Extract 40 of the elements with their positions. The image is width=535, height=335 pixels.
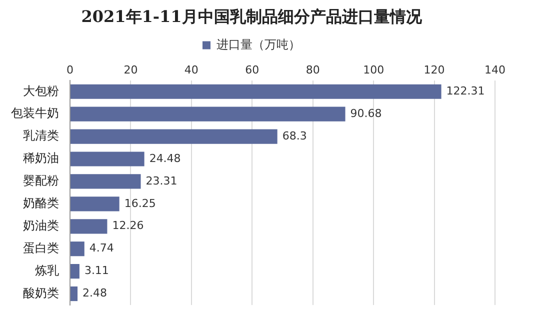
bar <box>70 84 442 99</box>
bar <box>70 286 78 302</box>
x-tick-label: 80 <box>306 64 320 77</box>
chart-title: 2021年1-11月中国乳制品细分产品进口量情况 <box>81 6 423 26</box>
bar <box>70 242 84 256</box>
y-tick-label: 稀奶油 <box>23 151 59 166</box>
x-tick-label: 20 <box>124 64 138 77</box>
y-tick-label: 酸奶类 <box>23 286 59 300</box>
y-tick-label: 奶酪类 <box>23 196 59 210</box>
data-label: 23.31 <box>146 174 178 188</box>
x-tick-label: 140 <box>484 64 506 77</box>
y-tick-label: 大包粉 <box>23 84 59 98</box>
data-label: 24.48 <box>149 152 181 165</box>
data-label: 2.48 <box>82 286 108 300</box>
data-label: 68.3 <box>282 129 307 142</box>
x-tick-label: 120 <box>424 64 445 77</box>
legend-label: 进口量（万吨） <box>216 37 300 52</box>
y-tick-label: 奶油类 <box>23 218 59 233</box>
x-tick-label: 100 <box>363 64 384 77</box>
bar <box>70 219 108 234</box>
bar <box>70 129 278 144</box>
y-tick-label: 蛋白类 <box>23 240 59 255</box>
data-label: 4.74 <box>89 242 114 255</box>
data-label: 90.68 <box>350 106 382 120</box>
y-tick-label: 包装牛奶 <box>11 106 59 120</box>
data-label: 12.26 <box>112 219 144 232</box>
data-label: 16.25 <box>124 196 156 210</box>
y-tick-label: 婴配粉 <box>23 174 59 188</box>
bar <box>70 264 80 279</box>
y-tick-label: 炼乳 <box>35 263 59 278</box>
x-tick-label: 40 <box>184 64 198 77</box>
bar <box>70 196 120 212</box>
x-tick-label: 60 <box>245 64 260 77</box>
data-label: 122.31 <box>446 84 485 98</box>
bar <box>70 106 346 122</box>
x-tick-label: 0 <box>66 64 74 77</box>
bar <box>70 174 141 189</box>
y-tick-label: 乳清类 <box>23 128 59 143</box>
bar <box>70 152 144 166</box>
data-label: 3.11 <box>84 264 109 278</box>
